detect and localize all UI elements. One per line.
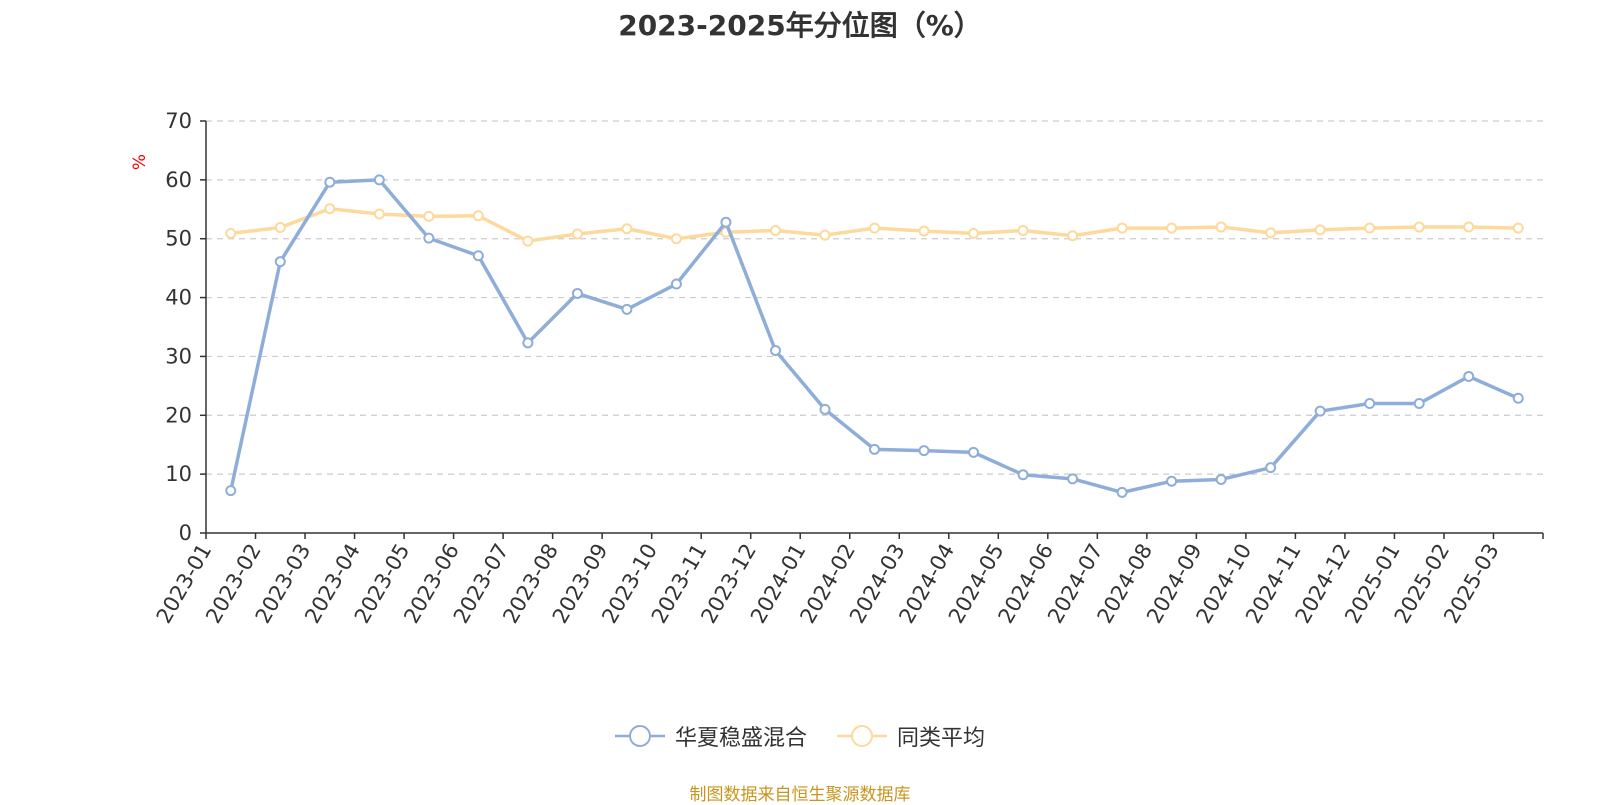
legend: 华夏稳盛混合 同类平均 bbox=[0, 720, 1600, 752]
data-point-series-2 bbox=[423, 210, 435, 222]
data-point-series-2 bbox=[918, 225, 930, 237]
data-point-series-1 bbox=[869, 443, 880, 455]
data-point-series-2 bbox=[472, 210, 484, 222]
data-point-series-1 bbox=[225, 485, 237, 497]
data-point-series-2 bbox=[621, 223, 633, 235]
data-point-series-2 bbox=[324, 203, 336, 215]
data-point-series-1 bbox=[621, 303, 633, 315]
data-point-series-2 bbox=[373, 208, 385, 220]
data-point-series-1 bbox=[1364, 398, 1376, 410]
data-point-series-1 bbox=[522, 337, 534, 349]
data-point-series-2 bbox=[869, 222, 880, 234]
data-point-series-1 bbox=[968, 446, 980, 458]
data-point-series-2 bbox=[1265, 227, 1277, 239]
data-point-series-1 bbox=[1413, 398, 1425, 410]
data-point-series-1 bbox=[324, 176, 336, 188]
legend-swatch-series-1 bbox=[614, 725, 665, 747]
chart-title: 2023-2025年分位图（%） bbox=[618, 9, 982, 42]
data-point-series-1 bbox=[720, 216, 732, 228]
grid-layer bbox=[206, 120, 1543, 475]
data-point-series-1 bbox=[1215, 473, 1227, 485]
data-point-series-1 bbox=[373, 174, 385, 186]
data-point-series-1 bbox=[1067, 473, 1079, 485]
data-point-series-2 bbox=[968, 227, 980, 239]
data-point-series-2 bbox=[1017, 224, 1029, 236]
data-point-series-2 bbox=[819, 229, 831, 241]
data-point-series-1 bbox=[1314, 405, 1326, 417]
y-tick-label: 60 bbox=[165, 168, 192, 192]
legend-label-series-2: 同类平均 bbox=[897, 726, 986, 751]
data-point-series-2 bbox=[1116, 222, 1128, 234]
y-tick-label: 10 bbox=[165, 462, 192, 486]
data-point-series-2 bbox=[274, 222, 286, 234]
y-tick-label: 20 bbox=[165, 403, 192, 427]
y-axis-unit-label: % bbox=[130, 154, 150, 170]
legend-item-series-1[interactable]: 华夏稳盛混合 bbox=[614, 720, 807, 752]
y-tick-label: 70 bbox=[165, 109, 192, 133]
data-point-series-1 bbox=[1017, 469, 1029, 481]
data-point-series-1 bbox=[1512, 392, 1524, 404]
data-point-series-1 bbox=[670, 278, 682, 290]
data-point-series-2 bbox=[1413, 221, 1425, 233]
data-point-series-2 bbox=[769, 224, 781, 236]
data-point-series-1 bbox=[472, 250, 484, 262]
axis-layer: 0102030405060702023-012023-022023-032023… bbox=[152, 109, 1544, 627]
data-point-series-1 bbox=[1463, 370, 1475, 382]
data-point-series-2 bbox=[1512, 222, 1524, 234]
data-point-series-2 bbox=[571, 228, 583, 240]
data-point-series-1 bbox=[1166, 475, 1178, 487]
data-point-series-1 bbox=[918, 445, 930, 457]
footer-source: 制图数据来自恒生聚源数据库 bbox=[689, 785, 911, 805]
legend-label-series-1: 华夏稳盛混合 bbox=[674, 726, 807, 751]
y-tick-label: 40 bbox=[165, 286, 192, 310]
legend-swatch-series-2 bbox=[837, 725, 887, 747]
data-point-series-1 bbox=[1265, 462, 1277, 474]
data-point-series-1 bbox=[571, 287, 583, 299]
data-point-series-2 bbox=[1067, 230, 1079, 242]
data-point-series-2 bbox=[1463, 221, 1475, 233]
data-point-series-2 bbox=[1166, 222, 1178, 234]
data-point-series-1 bbox=[274, 256, 286, 268]
series-layer bbox=[225, 174, 1524, 498]
data-point-series-1 bbox=[769, 345, 781, 357]
data-point-series-1 bbox=[1116, 486, 1128, 498]
data-point-series-2 bbox=[1215, 221, 1227, 233]
data-point-series-1 bbox=[819, 403, 831, 415]
y-tick-label: 0 bbox=[179, 521, 192, 545]
legend-item-series-2[interactable]: 同类平均 bbox=[837, 720, 985, 752]
data-point-series-2 bbox=[1364, 222, 1376, 234]
data-point-series-2 bbox=[670, 233, 682, 245]
data-point-series-2 bbox=[225, 227, 237, 239]
data-point-series-1 bbox=[423, 232, 435, 244]
data-point-series-2 bbox=[522, 235, 534, 247]
y-tick-label: 30 bbox=[165, 344, 192, 368]
y-tick-label: 50 bbox=[165, 227, 192, 251]
data-point-series-2 bbox=[1314, 224, 1326, 236]
